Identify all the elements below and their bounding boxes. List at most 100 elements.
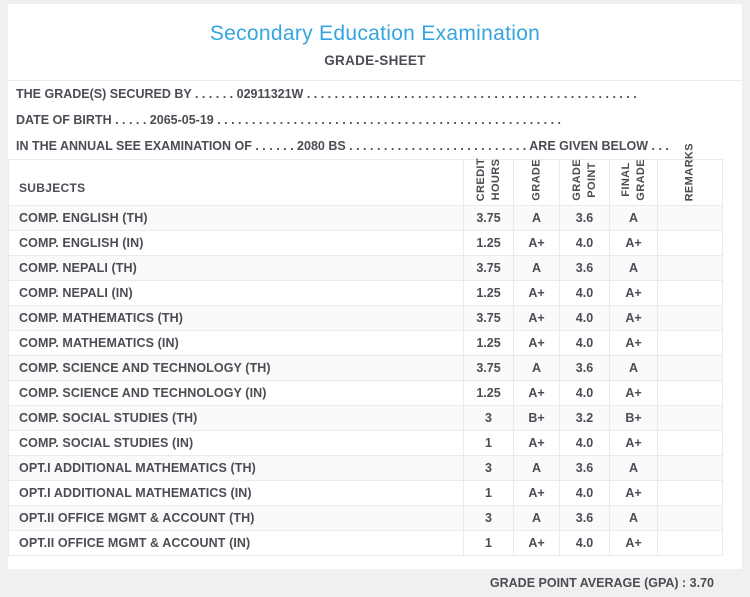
column-header-grade-point: GRADE POINT [559, 159, 610, 206]
credit-hours-cell: 3.75 [463, 205, 514, 231]
column-header-remarks: REMARKS [657, 143, 723, 206]
table-row: COMP. MATHEMATICS (TH) 3.75 A+ 4.0 A+ [8, 305, 723, 331]
column-header-grade: GRADE [513, 159, 560, 206]
credit-hours-cell: 1 [463, 530, 514, 556]
grade-point-cell: 4.0 [559, 430, 610, 456]
grade-cell: A+ [513, 380, 560, 406]
remarks-cell [657, 305, 723, 331]
grade-point-cell: 4.0 [559, 230, 610, 256]
subject-cell: COMP. SCIENCE AND TECHNOLOGY (IN) [8, 380, 464, 406]
remarks-cell [657, 505, 723, 531]
credit-hours-cell: 3 [463, 405, 514, 431]
column-header-subjects: SUBJECTS [8, 159, 464, 206]
grade-point-cell: 4.0 [559, 280, 610, 306]
subject-cell: COMP. NEPALI (TH) [8, 255, 464, 281]
remarks-cell [657, 405, 723, 431]
final-grade-cell: A [609, 505, 658, 531]
remarks-header-label: REMARKS [683, 142, 696, 201]
subject-cell: OPT.I ADDITIONAL MATHEMATICS (IN) [8, 480, 464, 506]
grade-cell: A [513, 205, 560, 231]
final-grade-cell: A [609, 355, 658, 381]
grade-point-cell: 4.0 [559, 530, 610, 556]
final-grade-header-label: FINAL GRADE [619, 159, 647, 201]
final-grade-cell: A+ [609, 430, 658, 456]
subject-cell: OPT.I ADDITIONAL MATHEMATICS (TH) [8, 455, 464, 481]
final-grade-cell: A+ [609, 230, 658, 256]
final-grade-cell: A+ [609, 330, 658, 356]
credit-hours-cell: 1 [463, 480, 514, 506]
final-grade-cell: A+ [609, 380, 658, 406]
credit-hours-cell: 1.25 [463, 330, 514, 356]
credit-hours-cell: 3.75 [463, 355, 514, 381]
info-line-grades-secured-by: THE GRADE(S) SECURED BY . . . . . . 0291… [16, 87, 637, 101]
student-info-section: THE GRADE(S) SECURED BY . . . . . . 0291… [8, 80, 742, 159]
grade-cell: A+ [513, 530, 560, 556]
grade-point-cell: 4.0 [559, 330, 610, 356]
subject-cell: COMP. SCIENCE AND TECHNOLOGY (TH) [8, 355, 464, 381]
table-row: OPT.I ADDITIONAL MATHEMATICS (TH) 3 A 3.… [8, 455, 723, 481]
remarks-cell [657, 355, 723, 381]
grade-point-cell: 4.0 [559, 480, 610, 506]
remarks-cell [657, 455, 723, 481]
grade-cell: A+ [513, 280, 560, 306]
column-header-final-grade: FINAL GRADE [609, 159, 658, 206]
credit-hours-cell: 3.75 [463, 305, 514, 331]
remarks-cell [657, 230, 723, 256]
subject-cell: COMP. SOCIAL STUDIES (IN) [8, 430, 464, 456]
subject-cell: COMP. SOCIAL STUDIES (TH) [8, 405, 464, 431]
remarks-cell [657, 480, 723, 506]
subject-cell: COMP. ENGLISH (TH) [8, 205, 464, 231]
table-row: OPT.II OFFICE MGMT & ACCOUNT (TH) 3 A 3.… [8, 505, 723, 531]
subject-cell: OPT.II OFFICE MGMT & ACCOUNT (IN) [8, 530, 464, 556]
remarks-cell [657, 530, 723, 556]
remarks-cell [657, 380, 723, 406]
grade-point-header-label: GRADE POINT [570, 159, 598, 201]
grade-point-cell: 3.6 [559, 355, 610, 381]
final-grade-cell: B+ [609, 405, 658, 431]
gpa-footer: GRADE POINT AVERAGE (GPA) : 3.70 [0, 569, 750, 597]
table-row: COMP. NEPALI (IN) 1.25 A+ 4.0 A+ [8, 280, 723, 306]
table-row: COMP. ENGLISH (IN) 1.25 A+ 4.0 A+ [8, 230, 723, 256]
final-grade-cell: A+ [609, 480, 658, 506]
table-row: COMP. SCIENCE AND TECHNOLOGY (TH) 3.75 A… [8, 355, 723, 381]
column-header-credit-hours: CREDIT HOURS [463, 157, 514, 206]
subject-cell: COMP. MATHEMATICS (IN) [8, 330, 464, 356]
credit-hours-cell: 1 [463, 430, 514, 456]
page-title: Secondary Education Examination [209, 22, 541, 45]
table-row: OPT.II OFFICE MGMT & ACCOUNT (IN) 1 A+ 4… [8, 530, 723, 556]
grades-table: SUBJECTS CREDIT HOURS GRADE GRADE POINT … [8, 143, 723, 556]
grade-cell: A [513, 455, 560, 481]
credit-hours-header-label: CREDIT HOURS [474, 157, 502, 201]
final-grade-cell: A [609, 455, 658, 481]
page-subtitle: GRADE-SHEET [324, 53, 426, 68]
credit-hours-cell: 3 [463, 455, 514, 481]
credit-hours-cell: 1.25 [463, 280, 514, 306]
grade-sheet-panel: Secondary Education Examination GRADE-SH… [8, 4, 742, 569]
grade-cell: B+ [513, 405, 560, 431]
grade-point-cell: 3.6 [559, 505, 610, 531]
info-line-date-of-birth: DATE OF BIRTH . . . . . 2065-05-19 . . .… [16, 113, 562, 127]
final-grade-cell: A+ [609, 280, 658, 306]
final-grade-cell: A+ [609, 305, 658, 331]
grade-cell: A+ [513, 330, 560, 356]
credit-hours-cell: 3 [463, 505, 514, 531]
credit-hours-cell: 1.25 [463, 230, 514, 256]
subject-cell: COMP. MATHEMATICS (TH) [8, 305, 464, 331]
subject-cell: COMP. ENGLISH (IN) [8, 230, 464, 256]
grade-point-cell: 4.0 [559, 380, 610, 406]
table-row: OPT.I ADDITIONAL MATHEMATICS (IN) 1 A+ 4… [8, 480, 723, 506]
grade-cell: A+ [513, 430, 560, 456]
table-row: COMP. MATHEMATICS (IN) 1.25 A+ 4.0 A+ [8, 330, 723, 356]
remarks-cell [657, 205, 723, 231]
remarks-cell [657, 255, 723, 281]
final-grade-cell: A [609, 255, 658, 281]
table-row: COMP. NEPALI (TH) 3.75 A 3.6 A [8, 255, 723, 281]
table-header-row: SUBJECTS CREDIT HOURS GRADE GRADE POINT … [8, 143, 723, 206]
credit-hours-cell: 3.75 [463, 255, 514, 281]
subject-cell: COMP. NEPALI (IN) [8, 280, 464, 306]
info-line-examination-year: IN THE ANNUAL SEE EXAMINATION OF . . . .… [16, 139, 669, 153]
grade-cell: A [513, 255, 560, 281]
credit-hours-cell: 1.25 [463, 380, 514, 406]
remarks-cell [657, 330, 723, 356]
grade-point-cell: 3.6 [559, 205, 610, 231]
